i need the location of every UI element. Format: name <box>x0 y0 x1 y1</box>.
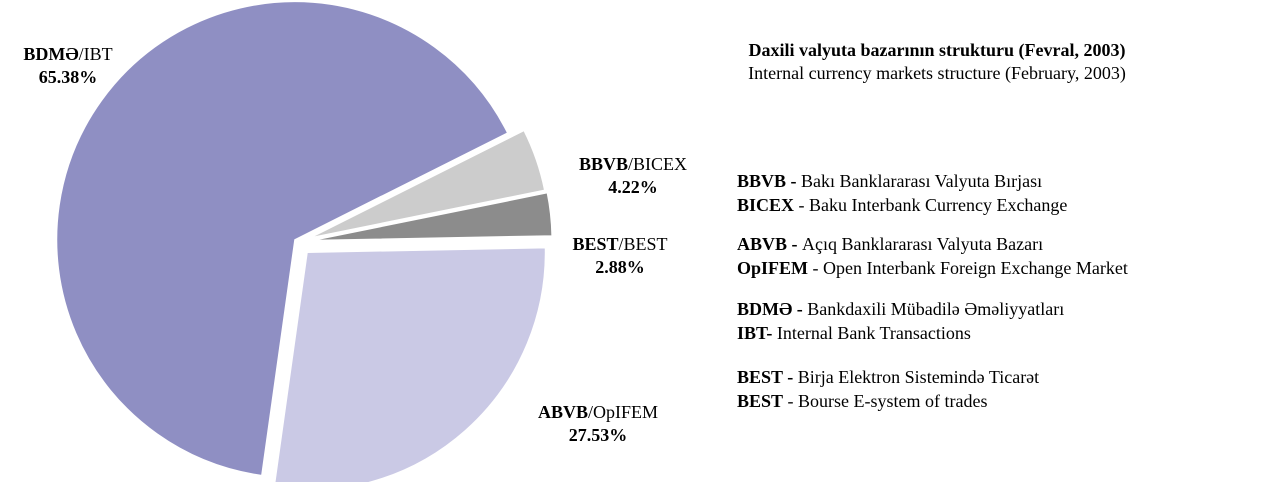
legend-text: - Open Interbank Foreign Exchange Market <box>813 258 1128 278</box>
pie-slice <box>313 192 553 241</box>
slice-label: BEST/BEST <box>572 234 667 254</box>
legend-abbr: BDMƏ - <box>737 299 803 319</box>
slice-label: ABVB/OpIFEM <box>538 402 658 422</box>
pie-slice <box>274 247 546 482</box>
legend-text: - Baku Interbank Currency Exchange <box>799 195 1068 215</box>
legend-text: Açıq Banklararası Valyuta Bazarı <box>802 234 1043 254</box>
legend-abbr: ABVB - <box>737 234 798 254</box>
slice-label: BBVB/BICEX <box>579 154 687 174</box>
legend-note: BDMƏ - Bankdaxili Mübadilə Əməliyyatları <box>737 299 1064 319</box>
legend-note: ABVB - Açıq Banklararası Valyuta Bazarı <box>737 234 1043 254</box>
legend-text: Bankdaxili Mübadilə Əməliyyatları <box>807 299 1064 319</box>
chart-title: Daxili valyuta bazarının strukturu (Fevr… <box>749 40 1126 61</box>
legend-note: OpIFEM - Open Interbank Foreign Exchange… <box>737 258 1128 278</box>
legend-note: BEST - Birja Elektron Sistemində Ticarət <box>737 367 1039 387</box>
legend-note: IBT- Internal Bank Transactions <box>737 323 971 343</box>
legend-abbr: BEST <box>737 391 783 411</box>
legend-abbr: BEST - <box>737 367 793 387</box>
legend-abbr: BICEX <box>737 195 794 215</box>
chart-subtitle: Internal currency markets structure (Feb… <box>748 63 1126 84</box>
slice-value-label: 27.53% <box>569 425 628 445</box>
pie-slice <box>56 1 509 476</box>
legend-note: BICEX - Baku Interbank Currency Exchange <box>737 195 1067 215</box>
legend-note: BEST - Bourse E-system of trades <box>737 391 987 411</box>
legend-abbr: OpIFEM <box>737 258 808 278</box>
slice-value-label: 4.22% <box>608 177 658 197</box>
legend-abbr: BBVB - <box>737 171 797 191</box>
slice-label: BDMƏ/IBT <box>23 44 112 64</box>
legend-note: BBVB - Bakı Banklararası Valyuta Bırjası <box>737 171 1042 191</box>
legend-abbr: IBT- <box>737 323 772 343</box>
pie-slice <box>311 129 546 238</box>
legend-text: Bakı Banklararası Valyuta Bırjası <box>801 171 1042 191</box>
legend-text: - Bourse E-system of trades <box>788 391 988 411</box>
slice-value-label: 2.88% <box>595 257 645 277</box>
legend-text: Birja Elektron Sistemində Ticarət <box>798 367 1039 387</box>
legend-text: Internal Bank Transactions <box>777 323 971 343</box>
slice-value-label: 65.38% <box>39 67 98 87</box>
